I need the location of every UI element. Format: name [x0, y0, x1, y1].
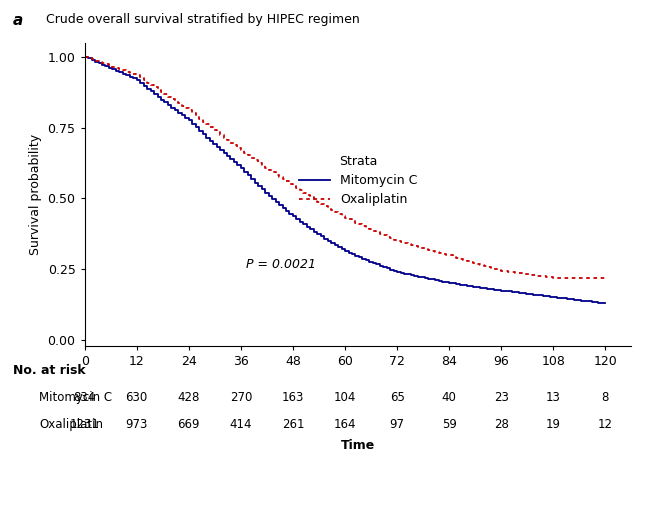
Text: 65: 65: [390, 391, 404, 404]
Text: 163: 163: [282, 391, 304, 404]
Y-axis label: Survival probability: Survival probability: [29, 134, 42, 255]
Line: Oxaliplatin: Oxaliplatin: [85, 57, 605, 278]
Oxaliplatin: [563, 275, 571, 281]
Mitomycin C: [438, 278, 446, 284]
Mitomycin C: [292, 213, 300, 220]
Mitomycin C: [602, 300, 609, 306]
Text: 28: 28: [494, 418, 508, 430]
Text: 40: 40: [442, 391, 456, 404]
Oxaliplatin: [81, 54, 89, 60]
Text: P = 0.0021: P = 0.0021: [246, 258, 316, 271]
Oxaliplatin: [292, 182, 300, 189]
Text: 164: 164: [334, 418, 356, 430]
Mitomycin C: [563, 296, 571, 302]
Text: Oxaliplatin: Oxaliplatin: [39, 418, 103, 430]
Mitomycin C: [490, 286, 498, 293]
Text: 97: 97: [389, 418, 405, 430]
Text: 8: 8: [602, 391, 609, 404]
Text: 59: 59: [442, 418, 456, 430]
Text: 104: 104: [334, 391, 356, 404]
Legend: Mitomycin C, Oxaliplatin: Mitomycin C, Oxaliplatin: [299, 155, 417, 206]
Text: a: a: [13, 13, 23, 28]
Text: 23: 23: [494, 391, 508, 404]
Text: Time: Time: [341, 439, 375, 452]
Mitomycin C: [81, 54, 89, 60]
Oxaliplatin: [490, 265, 498, 272]
Text: 834: 834: [74, 391, 96, 404]
Text: 261: 261: [282, 418, 304, 430]
Text: No. at risk: No. at risk: [13, 364, 86, 377]
Text: 1231: 1231: [70, 418, 100, 430]
Text: 630: 630: [126, 391, 148, 404]
Text: 12: 12: [598, 418, 613, 430]
Text: 13: 13: [546, 391, 561, 404]
Oxaliplatin: [521, 270, 529, 277]
Text: 973: 973: [126, 418, 148, 430]
Text: 19: 19: [546, 418, 561, 430]
Oxaliplatin: [602, 275, 609, 281]
Text: 270: 270: [230, 391, 252, 404]
Text: Crude overall survival stratified by HIPEC regimen: Crude overall survival stratified by HIP…: [46, 13, 359, 26]
Line: Mitomycin C: Mitomycin C: [85, 57, 605, 303]
Text: 428: 428: [178, 391, 200, 404]
Text: 669: 669: [178, 418, 200, 430]
Mitomycin C: [310, 226, 318, 232]
Oxaliplatin: [310, 194, 318, 201]
Oxaliplatin: [438, 250, 446, 256]
Text: Mitomycin C: Mitomycin C: [39, 391, 112, 404]
Mitomycin C: [521, 290, 529, 296]
Text: 414: 414: [230, 418, 252, 430]
